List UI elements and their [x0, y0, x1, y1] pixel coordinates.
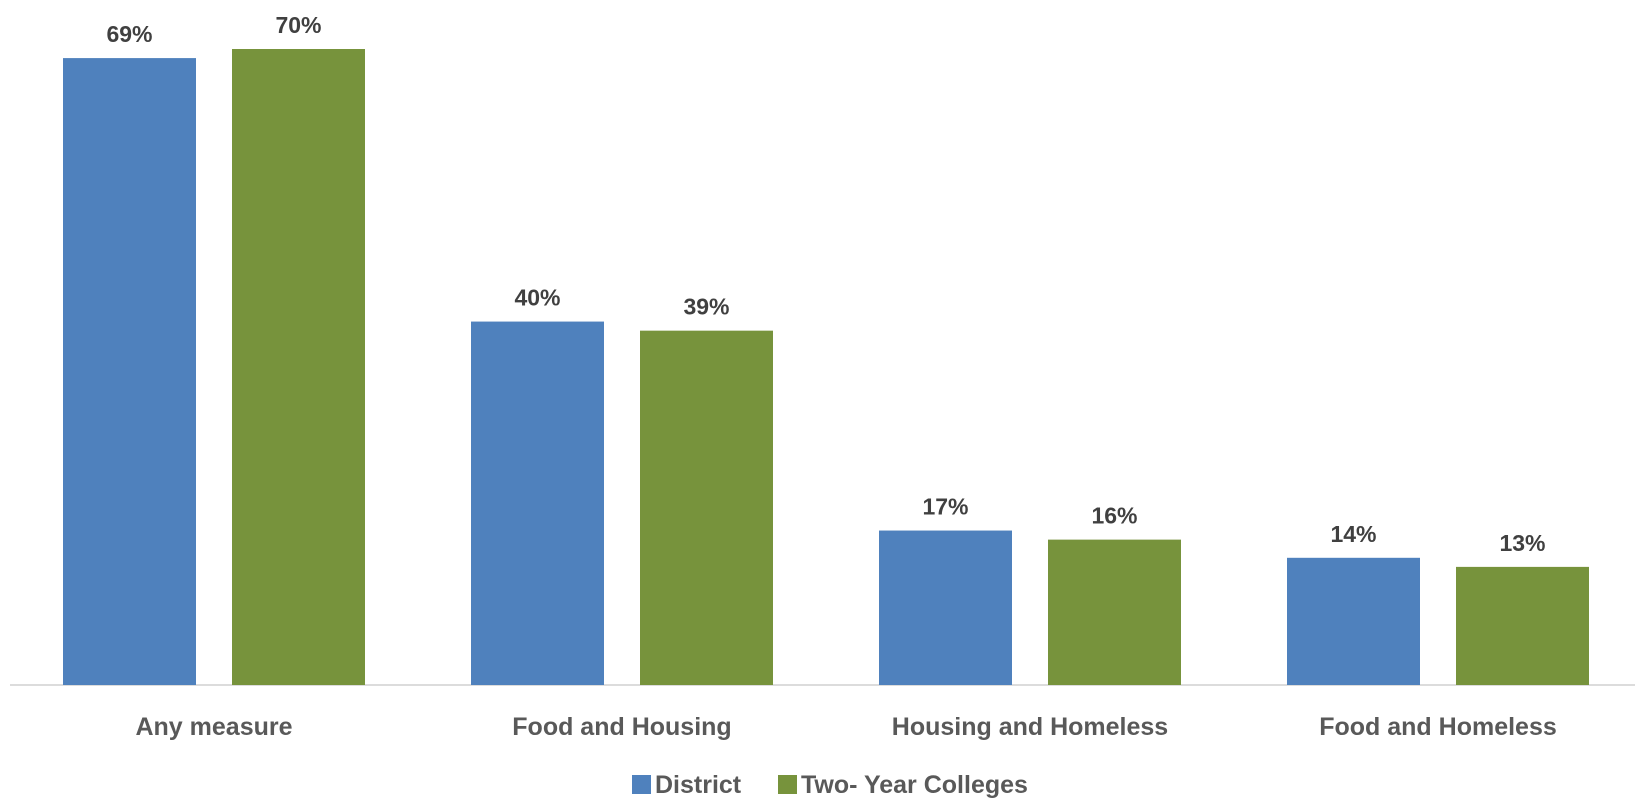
legend-swatch-district: [632, 775, 651, 794]
bar-district-any-measure: [63, 58, 196, 686]
data-label-district-food-and-homeless: 14%: [1330, 521, 1376, 547]
category-label-housing-and-homeless: Housing and Homeless: [892, 713, 1168, 741]
bar-two-year-colleges-any-measure: [232, 49, 365, 685]
data-label-two-year-colleges-food-and-housing: 39%: [683, 294, 729, 320]
category-label-food-and-homeless: Food and Homeless: [1319, 713, 1557, 741]
data-label-two-year-colleges-any-measure: 70%: [275, 12, 321, 38]
category-labels-group: Any measure Food and Housing Housing and H…: [135, 713, 1556, 741]
bar-district-food-and-homeless: [1287, 557, 1420, 685]
legend-label-district: District: [655, 771, 742, 799]
data-label-district-food-and-housing: 40%: [514, 285, 560, 311]
legend: District Two- Year Colleges: [632, 771, 1028, 799]
category-label-food-and-housing: Food and Housing: [512, 713, 731, 741]
data-label-district-any-measure: 69%: [106, 21, 152, 47]
bar-district-food-and-housing: [471, 321, 604, 685]
bar-two-year-colleges-food-and-homeless: [1456, 566, 1589, 685]
category-label-any-measure: Any measure: [135, 713, 292, 741]
legend-label-two-year-colleges: Two- Year Colleges: [801, 771, 1028, 799]
data-label-district-housing-and-homeless: 17%: [922, 494, 968, 520]
bar-two-year-colleges-housing-and-homeless: [1048, 539, 1181, 685]
data-label-two-year-colleges-food-and-homeless: 13%: [1499, 530, 1545, 556]
legend-swatch-two-year-colleges: [778, 775, 797, 794]
bars-group: [63, 49, 1589, 686]
data-labels-group: 69% 70% 40% 39% 17% 16% 14% 13%: [106, 12, 1545, 556]
bar-two-year-colleges-food-and-housing: [640, 330, 773, 685]
data-label-two-year-colleges-housing-and-homeless: 16%: [1091, 503, 1137, 529]
bar-district-housing-and-homeless: [879, 530, 1012, 685]
